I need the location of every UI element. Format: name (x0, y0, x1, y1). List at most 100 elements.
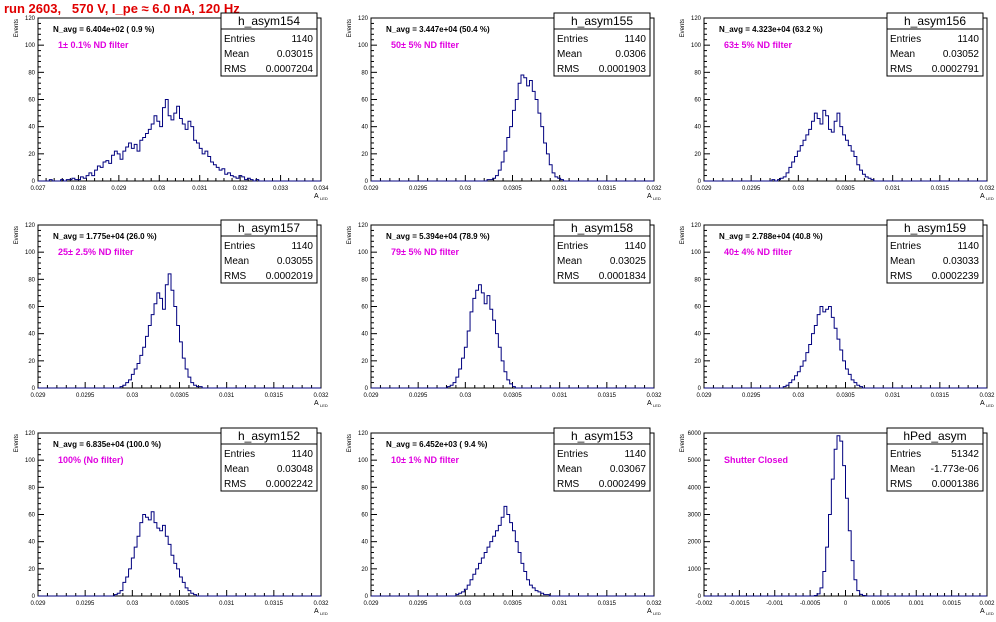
x-tick-label: 0.03 (126, 393, 138, 399)
y-tick-label: 0 (365, 386, 369, 392)
x-tick-label: 0.031 (219, 601, 235, 607)
x-tick-label: 0.0315 (265, 393, 284, 399)
x-tick-label: 0.032 (646, 601, 662, 607)
x-axis-label: A (980, 193, 985, 200)
x-tick-label: 0.03 (792, 186, 804, 192)
x-tick-label: 0.03 (459, 601, 471, 607)
stat-name: Mean (890, 464, 915, 475)
stat-value: 1140 (624, 34, 646, 45)
x-tick-label: 0.0315 (931, 186, 950, 192)
histogram-panel: 0 20 40 60 80 100 120 Events 0.027 0.028 0.029 0.03… (14, 12, 329, 201)
x-tick-label: 0.029 (696, 393, 712, 399)
y-tick-label: 20 (361, 359, 368, 365)
stats-box: hPed_asym Entries 51342 Mean -1.773e-06 RMS 0.… (886, 427, 984, 492)
stat-name: Entries (557, 449, 588, 460)
stats-box: h_asym155 Entries 1140 Mean 0.0306 RMS 0.00019… (553, 12, 651, 77)
x-tick-label: 0.0295 (742, 393, 761, 399)
x-tick-label: 0.0315 (598, 186, 617, 192)
stat-value: 0.0002239 (932, 271, 980, 282)
navg-label: N_avg = 6.452e+03 ( 9.4 %) (386, 440, 488, 449)
histogram-panel: 0 20 40 60 80 100 120 Events 0.029 0.0295 0.03 0.03… (347, 427, 662, 616)
y-tick-label: 80 (361, 277, 368, 283)
stat-value: 1140 (957, 241, 979, 252)
y-tick-label: 120 (25, 431, 36, 437)
y-tick-label: 20 (28, 567, 35, 573)
y-tick-label: 80 (28, 277, 35, 283)
x-tick-label: 0.0295 (409, 186, 428, 192)
x-tick-label: 0.0305 (170, 393, 189, 399)
stat-value: 1140 (624, 241, 646, 252)
y-tick-label: 3000 (688, 513, 702, 519)
histogram-line (38, 99, 321, 182)
x-tick-label: 0.029 (111, 186, 127, 192)
stats-box: h_asym159 Entries 1140 Mean 0.03033 RMS 0.0002… (886, 219, 984, 284)
y-tick-label: 20 (28, 152, 35, 158)
y-tick-label: 120 (25, 16, 36, 22)
x-tick-label: 0.029 (30, 393, 46, 399)
stat-value: 1140 (291, 241, 313, 252)
x-axis-label-subscript: LED (320, 196, 328, 201)
x-tick-label: 0.029 (363, 393, 379, 399)
x-tick-label: 0.0305 (836, 186, 855, 192)
y-tick-label: 100 (25, 43, 36, 49)
y-tick-label: 0 (698, 594, 702, 600)
x-tick-label: 0.03 (153, 186, 165, 192)
x-tick-label: 0.0305 (503, 186, 522, 192)
stats-body-box (220, 28, 318, 77)
y-tick-label: 40 (694, 125, 701, 131)
y-tick-label: 80 (361, 485, 368, 491)
stat-value: 0.0002242 (266, 479, 314, 490)
stat-value: 0.0002019 (266, 271, 314, 282)
navg-label: N_avg = 6.835e+04 (100.0 %) (53, 440, 161, 449)
stat-value: 0.0002791 (932, 64, 980, 75)
stat-value: 0.03067 (610, 464, 647, 475)
histogram-name: h_asym158 (571, 221, 633, 235)
y-tick-label: 2000 (688, 540, 702, 546)
histogram-line (704, 435, 987, 597)
stat-value: 0.03052 (943, 49, 980, 60)
y-tick-label: 60 (361, 513, 368, 519)
stat-value: 51342 (951, 449, 979, 460)
x-tick-label: 0.027 (30, 186, 46, 192)
stat-value: 0.0306 (615, 49, 646, 60)
stat-name: RMS (557, 64, 580, 75)
stat-value: 0.0007204 (266, 64, 314, 75)
x-tick-label: 0.0295 (76, 393, 95, 399)
x-axis-label-subscript: LED (986, 196, 994, 201)
y-axis-label: Events (680, 434, 686, 452)
y-tick-label: 0 (698, 179, 702, 185)
y-tick-label: 120 (358, 16, 369, 22)
y-tick-label: 20 (361, 567, 368, 573)
stat-value: 0.0001903 (599, 64, 647, 75)
stat-name: RMS (890, 479, 913, 490)
stat-value: 0.03015 (277, 49, 314, 60)
x-tick-label: 0.031 (192, 186, 208, 192)
stat-value: 0.0002499 (599, 479, 647, 490)
y-tick-label: 80 (28, 70, 35, 76)
y-tick-label: 0 (32, 179, 36, 185)
x-tick-label: 0.031 (885, 393, 901, 399)
stat-name: Entries (890, 449, 921, 460)
x-tick-label: 0.032 (646, 186, 662, 192)
stats-body-box (886, 235, 984, 284)
y-tick-label: 100 (358, 250, 369, 256)
x-tick-label: 0.032 (233, 186, 249, 192)
y-tick-label: 60 (694, 98, 701, 104)
stat-name: RMS (224, 64, 247, 75)
stats-body-box (220, 235, 318, 284)
stats-box: h_asym154 Entries 1140 Mean 0.03015 RMS 0.0007… (220, 12, 318, 77)
filter-label: 63± 5% ND filter (724, 40, 792, 50)
histogram-line (704, 109, 987, 182)
x-tick-label: 0.032 (646, 393, 662, 399)
stat-name: Mean (224, 256, 249, 267)
y-tick-label: 6000 (688, 431, 702, 437)
stats-body-box (553, 235, 651, 284)
x-tick-label: 0.001 (909, 601, 925, 607)
x-tick-label: 0.031 (552, 393, 568, 399)
y-tick-label: 100 (358, 43, 369, 49)
x-axis-label: A (647, 400, 652, 407)
stat-name: Mean (224, 49, 249, 60)
histogram-panel: 0 20 40 60 80 100 120 Events 0.029 0.0295 0.03 0.03… (347, 12, 662, 201)
x-axis-label-subscript: LED (320, 611, 328, 616)
y-tick-label: 100 (25, 458, 36, 464)
